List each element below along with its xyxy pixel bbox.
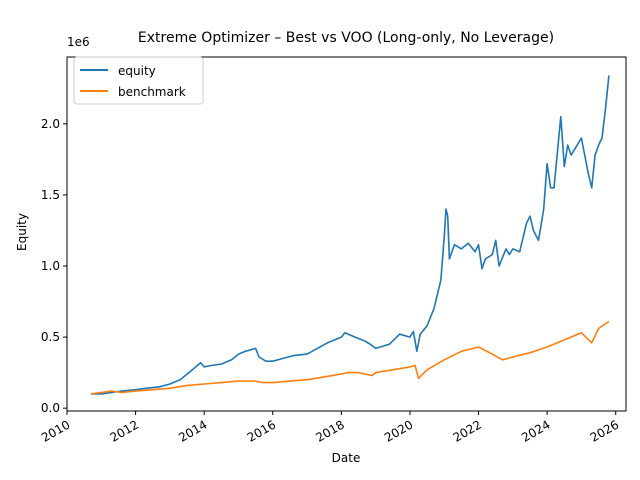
y-tick-label: 0.0 [41, 401, 60, 415]
legend-label-equity: equity [118, 64, 156, 78]
y-tick-label: 1.5 [41, 188, 60, 202]
x-tick-label: 2016 [245, 417, 278, 444]
x-tick-label: 2012 [108, 417, 141, 444]
x-axis-label: Date [332, 451, 361, 465]
x-tick-label: 2010 [39, 417, 72, 444]
x-tick-label: 2014 [176, 417, 209, 444]
x-tick-label: 2024 [519, 417, 552, 444]
x-tick-label: 2018 [313, 417, 346, 444]
legend-box [73, 56, 204, 105]
x-tick-label: 2026 [588, 417, 621, 444]
y-tick-label: 0.5 [41, 330, 60, 344]
legend-label-benchmark: benchmark [118, 85, 186, 99]
legend: equity benchmark [73, 56, 204, 105]
x-axis-ticks: 2010 2012 2014 2016 2018 2020 2022 2024 2026 [39, 411, 621, 445]
y-axis-ticks: 0.0 0.5 1.0 1.5 2.0 [41, 117, 67, 415]
x-tick-label: 2022 [451, 417, 484, 444]
series-line-equity [91, 75, 610, 395]
series-line-benchmark [90, 320, 610, 395]
chart-title: Extreme Optimizer – Best vs VOO (Long-on… [138, 30, 554, 46]
plot-frame [66, 56, 627, 412]
x-tick-label: 2020 [382, 417, 415, 444]
y-tick-label: 1.0 [41, 259, 60, 273]
series-layer [90, 75, 610, 395]
y-axis-label: Equity [15, 213, 29, 251]
y-tick-label: 2.0 [41, 117, 60, 131]
y-offset-label: 1e6 [67, 35, 90, 49]
